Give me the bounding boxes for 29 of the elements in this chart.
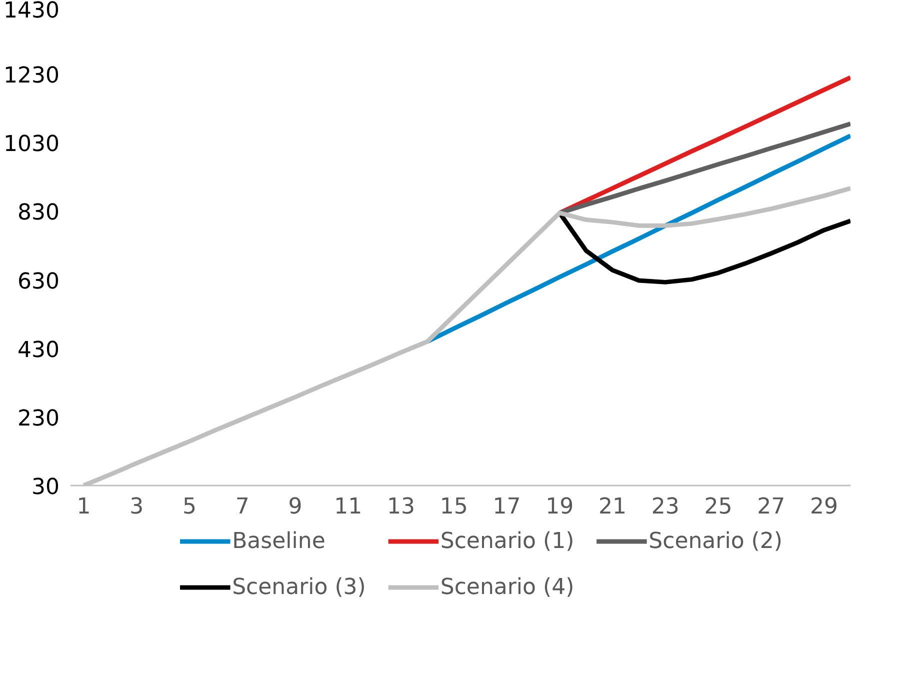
x-tick-label: 13 (387, 494, 416, 520)
x-tick-label: 11 (334, 494, 362, 520)
x-tick-label: 27 (757, 494, 786, 520)
y-tick-label: 430 (18, 338, 60, 363)
x-tick-label: 29 (810, 494, 838, 520)
legend-label: Scenario (3) (232, 575, 366, 600)
legend-label: Scenario (1) (440, 529, 574, 554)
x-tick-label: 7 (235, 494, 250, 520)
x-tick-label: 21 (598, 494, 627, 520)
x-tick-label: 25 (704, 494, 732, 520)
y-tick-label: 30 (32, 475, 60, 500)
x-tick-label: 9 (288, 494, 302, 520)
y-tick-label: 1030 (4, 132, 60, 158)
x-tick-label: 19 (546, 494, 574, 520)
y-tick-label: 230 (18, 406, 60, 432)
legend-label: Baseline (232, 529, 326, 554)
line-series (557, 122, 850, 216)
y-tick-label: 1430 (4, 0, 60, 24)
y-tick-label: 830 (18, 200, 60, 226)
legend-label: Scenario (2) (648, 529, 782, 554)
x-tick-label: 23 (651, 494, 680, 520)
x-tick-label: 15 (440, 494, 468, 520)
legend-label: Scenario (4) (440, 575, 574, 600)
x-tick-label: 17 (492, 494, 521, 520)
x-tick-label: 1 (76, 494, 91, 520)
y-tick-label: 630 (18, 269, 60, 294)
y-tick-label: 1230 (4, 64, 60, 89)
x-tick-label: 3 (130, 494, 144, 520)
x-tick-label: 5 (182, 494, 196, 520)
